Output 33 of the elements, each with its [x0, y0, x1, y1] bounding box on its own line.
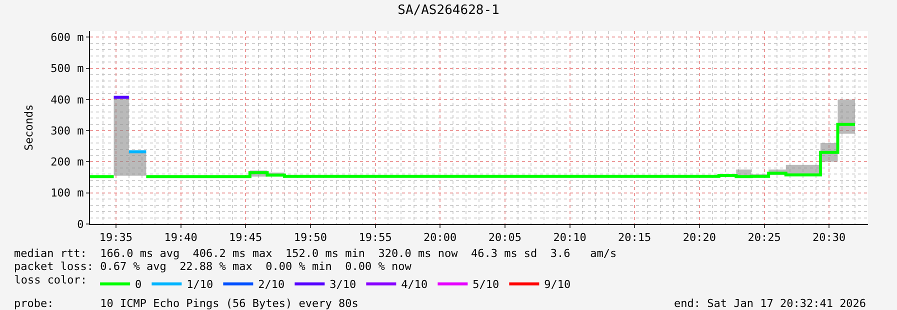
- y-tick-label: 0: [77, 218, 84, 231]
- legend-label: 4/10: [401, 278, 428, 292]
- x-tick-label: 20:20: [682, 231, 716, 244]
- text: end: Sat Jan 17 20:32:41 2026: [674, 297, 866, 310]
- x-tick-label: 19:45: [229, 231, 262, 244]
- legend-title: loss color:: [14, 274, 88, 287]
- x-tick-label: 20:10: [553, 231, 586, 244]
- text: packet loss: 0.67 % avg 22.88 % max 0.00 % min 0.00 % now: [14, 260, 412, 273]
- y-tick-label: 600 m: [50, 31, 84, 44]
- x-tick-label: 20:00: [424, 231, 457, 244]
- x-tick-label: 20:05: [488, 231, 522, 244]
- legend-label: 3/10: [330, 278, 356, 292]
- chart-title: SA/AS264628-1: [398, 2, 500, 18]
- legend-label: 1/10: [186, 278, 214, 292]
- y-tick-label: 200 m: [50, 156, 84, 169]
- legend-label: 9/10: [544, 278, 571, 292]
- y-tick-label: 300 m: [50, 124, 84, 138]
- x-tick-label: 20:15: [618, 231, 652, 244]
- legend-label: 5/10: [472, 278, 500, 292]
- x-tick-label: 19:35: [99, 231, 132, 244]
- y-axis-title: Seconds: [22, 104, 36, 151]
- x-tick-label: 19:50: [294, 231, 327, 244]
- y-tick-label: 500 m: [50, 62, 84, 76]
- x-tick-label: 20:30: [812, 231, 846, 244]
- y-tick-label: 400 m: [50, 93, 84, 106]
- y-tick-label: 100 m: [50, 186, 84, 200]
- legend-label: 2/10: [258, 278, 285, 292]
- x-tick-label: 19:40: [164, 231, 198, 244]
- text: median rtt: 166.0 ms avg 406.2 ms max 152.0 ms min 320.0 ms now 46.3 ms sd 3.6 am/s: [14, 247, 617, 260]
- x-tick-label: 19:55: [358, 231, 392, 244]
- legend-label: 0: [135, 278, 142, 292]
- x-tick-label: 20:25: [748, 231, 781, 244]
- text: probe: 10 ICMP Echo Pings (56 Bytes) every 80s: [14, 297, 358, 310]
